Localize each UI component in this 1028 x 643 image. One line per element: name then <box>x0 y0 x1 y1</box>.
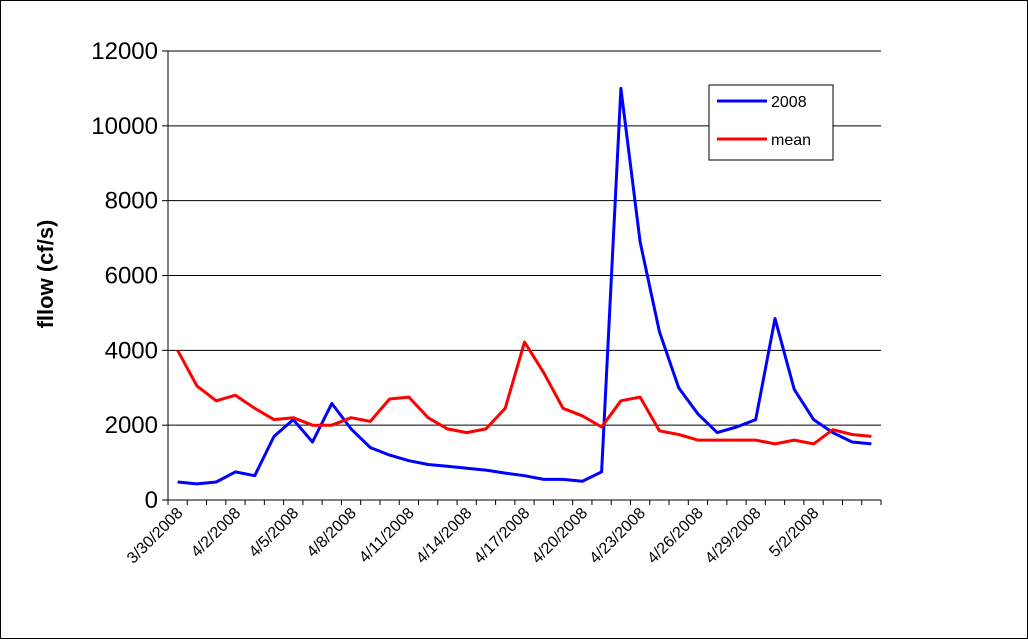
y-tick-label: 12000 <box>91 38 158 65</box>
legend-label-mean: mean <box>771 132 811 149</box>
x-tick-labels: 3/30/2008 4/2/2008 4/5/2008 4/8/20084/11/20… <box>124 505 822 567</box>
x-tick-label: 4/29/2008 <box>702 505 764 567</box>
legend-box <box>708 84 834 161</box>
y-tick-label: 10000 <box>91 113 158 140</box>
x-tick-label: 4/23/2008 <box>587 505 649 567</box>
y-tick-labels: 0 2000 4000 6000 8000 10000 12000 <box>91 38 158 514</box>
series-lines <box>176 86 872 486</box>
x-tick-label: 4/17/2008 <box>471 505 533 567</box>
axes <box>162 50 882 505</box>
legend-label-2008: 2008 <box>771 94 807 111</box>
y-tick-label: 4000 <box>105 337 158 364</box>
x-tick-label: 4/26/2008 <box>644 505 706 567</box>
x-tick-label: 4/5/2008 <box>246 505 302 561</box>
x-tick-label: 4/2/2008 <box>188 505 244 561</box>
y-tick-label: 6000 <box>105 263 158 290</box>
gridlines <box>168 50 881 426</box>
series-line-mean <box>176 340 872 446</box>
series-line-2008 <box>177 86 872 486</box>
y-tick-label: 2000 <box>105 412 158 439</box>
y-tick-label: 8000 <box>105 188 158 215</box>
y-tick-label: 0 <box>145 487 158 514</box>
y-axis-label: fllow (cf/s) <box>33 220 58 329</box>
x-tick-label: 3/30/2008 <box>124 505 186 567</box>
x-tick-label: 4/20/2008 <box>529 505 591 567</box>
x-tick-label: 4/14/2008 <box>413 505 475 567</box>
x-tick-label: 4/11/2008 <box>356 505 418 567</box>
x-tick-label: 5/2/2008 <box>766 505 822 561</box>
legend: 2008 mean <box>708 84 834 161</box>
x-tick-label: 4/8/2008 <box>304 505 360 561</box>
